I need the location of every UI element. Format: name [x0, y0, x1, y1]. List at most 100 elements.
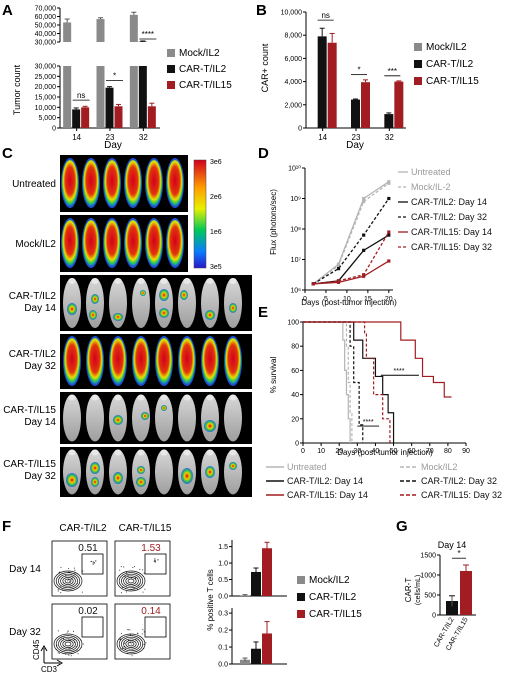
- e-xtick-label: 60: [408, 448, 416, 455]
- mouse-head: [183, 450, 190, 456]
- flow-event: [62, 589, 63, 590]
- d-series-line: [313, 183, 388, 284]
- flow-event: [135, 639, 136, 640]
- flow-event: [82, 592, 83, 593]
- flow-event: [74, 642, 75, 643]
- g-ytick-label: 1500: [420, 553, 436, 560]
- flow-event: [60, 567, 61, 568]
- a-ytick-label: 20,000: [35, 84, 57, 91]
- e-ytick-label: 60: [291, 368, 299, 375]
- a-bar: [130, 66, 138, 128]
- flow-event: [56, 649, 57, 650]
- flow-event: [67, 580, 68, 581]
- a-xtick-label: 32: [139, 133, 148, 142]
- mouse-signal: [104, 220, 120, 266]
- flow-event: [71, 574, 72, 575]
- flow-event: [138, 584, 139, 585]
- flow-event: [69, 572, 70, 573]
- tumor-signal: [113, 472, 123, 484]
- a-ylabel: Tumor count: [12, 64, 22, 115]
- chart-a: Tumor count Day 05,00010,00015,00020,000…: [12, 6, 232, 152]
- tumor-signal: [137, 466, 145, 474]
- flow-gated-event: [155, 561, 156, 562]
- flow-event: [78, 653, 79, 654]
- flow-event: [124, 646, 125, 647]
- bioluminescence-imaging: 3e6 2e6 1e6 3e5 Untreated Mock/IL2 CAR-T…: [3, 155, 252, 497]
- flow-event: [69, 640, 70, 641]
- tumor-signal: [89, 310, 97, 320]
- flow-event: [77, 583, 78, 584]
- mouse-head: [160, 395, 167, 401]
- flow-event: [61, 637, 62, 638]
- flow-event: [126, 591, 127, 592]
- d-series-line: [313, 232, 388, 284]
- e-xtick-label: 20: [335, 448, 343, 455]
- e-xtick-label: 0: [301, 448, 305, 455]
- b-bar: [384, 114, 393, 128]
- tumor-signal: [229, 303, 237, 313]
- a-ytick-label: 0: [52, 126, 56, 133]
- flow-event: [74, 573, 75, 574]
- d-ytick-label: 10⁶: [290, 288, 301, 295]
- d-legend-label: CAR-T/IL15: Day 32: [411, 242, 492, 252]
- row-label-il2-d32-a: CAR-T/IL2: [9, 349, 57, 360]
- a-bar: [81, 107, 89, 128]
- flow-event: [67, 631, 68, 632]
- mouse-signal: [125, 160, 141, 206]
- b-bar: [351, 100, 360, 128]
- e-legend-label: CAR-T/IL2: Day 32: [421, 476, 497, 486]
- mouse-body: [155, 278, 173, 328]
- chart-d: Flux (photons/sec) Days (post-tumor inje…: [269, 165, 492, 308]
- mouse-head: [137, 278, 144, 284]
- mouse-head: [229, 450, 236, 456]
- mouse-head: [206, 450, 213, 456]
- tumor-signal: [113, 415, 123, 425]
- d-series-line: [313, 261, 388, 284]
- flow-event: [65, 575, 66, 576]
- row-label-il15-d14-a: CAR-T/IL15: [3, 405, 56, 416]
- f-legend-swatch: [297, 593, 305, 601]
- flow-gate-value: 0.02: [78, 606, 98, 617]
- flow-event: [80, 640, 81, 641]
- a-bar: [63, 22, 71, 42]
- b-ytick-label: 6,000: [284, 56, 302, 63]
- b-bar: [318, 36, 327, 128]
- a-legend-label: CAR-T/IL2: [179, 64, 227, 75]
- d-series-line: [313, 199, 388, 284]
- e-sig-label: ****: [394, 368, 405, 375]
- flow-event: [125, 588, 126, 589]
- flow-event: [138, 585, 139, 586]
- b-legend-label: CAR-T/IL2: [426, 59, 474, 70]
- panel-letter-d: D: [258, 145, 269, 162]
- mouse-head: [114, 395, 121, 401]
- mouse-body: [63, 395, 81, 442]
- flow-event: [76, 646, 77, 647]
- a-legend-swatch: [167, 49, 175, 57]
- a-ytick-label: 50,000: [35, 23, 57, 30]
- flow-axis-x-label: CD3: [41, 665, 58, 674]
- flow-event: [72, 576, 73, 577]
- flow-event: [144, 589, 145, 590]
- flow-event: [132, 655, 133, 656]
- flow-event: [119, 575, 120, 576]
- mouse-signal: [133, 338, 149, 384]
- d-legend-label: CAR-T/IL2: Day 32: [411, 212, 487, 222]
- flow-event: [65, 654, 66, 655]
- f-bottom-ytick-label: 0.1: [218, 645, 228, 652]
- mouse-head: [206, 395, 213, 401]
- e-survival-curve: [303, 322, 350, 443]
- e-legend-label: CAR-T/IL2: Day 14: [287, 476, 363, 486]
- f-ylabel: % positive T cells: [206, 569, 215, 631]
- mouse-body: [63, 450, 81, 495]
- e-ytick-label: 40: [291, 392, 299, 399]
- flow-event: [139, 583, 140, 584]
- flow-event: [73, 651, 74, 652]
- f-bottom-ytick-label: 0.2: [218, 628, 228, 635]
- mouse-head: [160, 278, 167, 284]
- d-point: [362, 249, 365, 252]
- flow-event: [137, 633, 138, 634]
- e-xtick-label: 70: [426, 448, 434, 455]
- mouse-head: [91, 395, 98, 401]
- e-ylabel: % survival: [269, 357, 278, 394]
- panel-letter-c: C: [2, 145, 13, 162]
